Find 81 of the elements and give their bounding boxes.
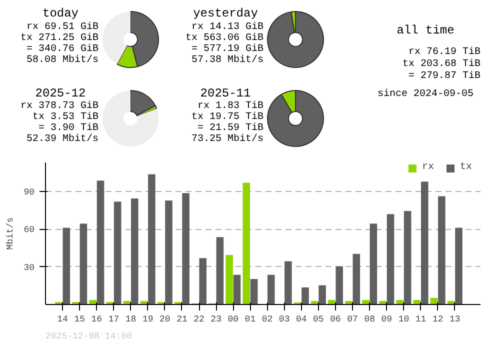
text: rx 76.19 TiB	[408, 46, 481, 58]
x-tick-label: 20	[160, 314, 170, 324]
text: since 2024-09-05	[377, 88, 474, 100]
text: = 279.87 TiB	[408, 70, 481, 82]
x-tick-label: 11	[415, 314, 426, 324]
bar	[165, 200, 172, 304]
chart-title: 2025-12	[35, 86, 86, 100]
x-tick-label: 06	[330, 314, 341, 324]
bar	[284, 261, 292, 304]
text: = 21.59 TiB	[197, 122, 264, 134]
x-tick-label: 10	[398, 314, 410, 324]
bar	[62, 228, 70, 304]
text: tx 203.68 TiB	[402, 58, 481, 70]
bar	[420, 182, 428, 304]
x-tick-label: 05	[313, 314, 324, 324]
text: = 3.90 TiB	[38, 122, 99, 134]
text: = 577.19 GiB	[191, 43, 264, 55]
text: rx 1.83 TiB	[197, 100, 264, 112]
bar	[336, 266, 343, 304]
y-tick-label: 90	[24, 187, 35, 198]
bar	[352, 254, 360, 304]
text: all time	[396, 24, 454, 38]
bar	[318, 285, 326, 304]
bar	[233, 274, 241, 304]
bar	[199, 258, 207, 304]
x-tick-label: 16	[91, 314, 102, 324]
y-axis-title: Mbit/s	[6, 217, 16, 250]
bar	[80, 224, 88, 304]
text: tx 271.25 GiB	[20, 32, 99, 44]
bar	[96, 180, 104, 304]
text: rx 69.51 GiB	[26, 21, 99, 33]
text: tx 3.53 TiB	[32, 111, 99, 123]
text: rx 14.13 GiB	[191, 21, 264, 33]
x-tick-label: 08	[364, 314, 376, 324]
bar	[302, 287, 309, 304]
bar	[370, 224, 378, 304]
bar	[182, 193, 190, 304]
x-tick-label: 09	[381, 314, 392, 324]
x-tick-label: 15	[74, 314, 86, 324]
bar	[250, 278, 258, 304]
x-tick-label: 14	[57, 314, 68, 324]
bar	[226, 254, 233, 304]
bar	[267, 274, 275, 304]
bar	[455, 228, 462, 304]
chart-title: today	[42, 6, 79, 20]
x-tick-label: 23	[210, 314, 222, 324]
bar	[216, 237, 224, 304]
text: 73.25 Mbit/s	[191, 133, 264, 145]
x-tick-label: 21	[176, 314, 188, 324]
text: 52.39 Mbit/s	[26, 133, 99, 145]
bar	[130, 198, 138, 304]
legend-label: tx	[460, 162, 474, 173]
x-tick-label: 22	[194, 314, 204, 324]
y-tick-label: 30	[24, 262, 35, 273]
y-tick-label: 60	[24, 225, 35, 236]
text: rx 378.73 GiB	[20, 100, 99, 112]
x-tick-label: 12	[432, 314, 444, 324]
bar	[438, 196, 446, 304]
bar	[404, 211, 412, 304]
x-tick-label: 17	[108, 314, 120, 324]
chart-title: yesterday	[193, 6, 258, 20]
bar	[148, 174, 156, 304]
x-tick-label: 18	[125, 314, 136, 324]
x-tick-label: 19	[142, 314, 154, 324]
chart-title: 2025-11	[200, 86, 251, 100]
bar	[386, 214, 394, 304]
x-tick-label: 13	[450, 314, 460, 324]
bar	[114, 202, 122, 304]
x-tick-label: 00	[228, 314, 239, 324]
bar	[242, 182, 250, 304]
x-tick-label: 03	[278, 314, 290, 324]
text: tx 563.06 GiB	[185, 32, 264, 44]
text: tx 19.75 TiB	[191, 111, 264, 123]
x-tick-label: 02	[262, 314, 273, 324]
x-tick-label: 04	[296, 314, 307, 324]
text: = 340.76 GiB	[26, 43, 99, 55]
text: 57.38 Mbit/s	[191, 54, 264, 66]
text: 58.08 Mbit/s	[26, 54, 99, 66]
legend-label: rx	[422, 162, 436, 173]
x-tick-label: 07	[347, 314, 358, 324]
x-tick-label: 01	[244, 314, 256, 324]
